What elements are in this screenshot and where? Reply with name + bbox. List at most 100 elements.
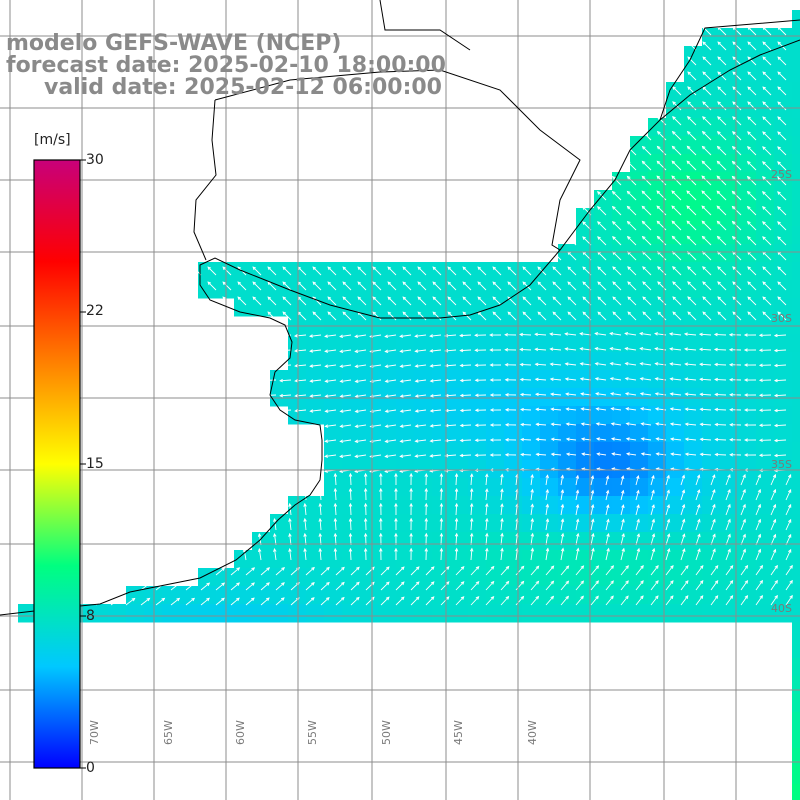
wind-arrow-shaft <box>485 548 488 561</box>
wind-arrow <box>454 487 459 501</box>
wind-arrow-shaft <box>702 41 712 51</box>
wind-arrow-shaft <box>297 266 307 276</box>
wind-arrow-head <box>762 206 766 210</box>
wind-arrow <box>414 334 427 338</box>
wind-arrow-shaft <box>596 408 607 411</box>
wind-cell <box>360 586 379 605</box>
wind-arrow-head <box>565 392 569 396</box>
wind-arrow <box>354 394 367 398</box>
wind-arrow-head <box>762 41 767 46</box>
wind-arrow <box>580 437 592 441</box>
wind-arrow-shaft <box>672 71 682 81</box>
wind-arrow-shaft <box>641 175 652 186</box>
wind-arrow-head <box>656 175 661 180</box>
wind-arrow-head <box>702 71 707 76</box>
wind-arrow-shaft <box>747 266 757 276</box>
wind-arrow <box>609 347 622 351</box>
wind-arrow-head <box>567 266 572 271</box>
wind-arrow-head <box>762 86 767 91</box>
wind-arrow <box>520 452 532 457</box>
wind-cell <box>378 280 397 299</box>
wind-arrow-head <box>624 347 629 351</box>
wind-arrow-shaft <box>357 311 367 321</box>
wind-cell <box>594 352 613 371</box>
wind-arrow-head <box>341 566 345 571</box>
wind-arrow-head <box>459 333 464 338</box>
wind-arrow-shaft <box>445 334 457 337</box>
wind-arrow-head <box>636 533 641 538</box>
wind-cell <box>774 154 793 173</box>
wind-cell <box>396 316 415 335</box>
wind-cell <box>486 352 505 371</box>
wind-arrow-shaft <box>320 582 330 591</box>
wind-arrow-head <box>611 220 616 225</box>
wind-arrow-shaft <box>282 311 292 321</box>
wind-arrow <box>485 502 489 516</box>
wind-arrow <box>267 281 277 291</box>
wind-arrow-shaft <box>515 566 525 576</box>
wind-arrow-shaft <box>686 205 697 216</box>
wind-cell <box>666 226 685 245</box>
wind-arrow-shaft <box>507 311 517 321</box>
lon-label-50w: 50W <box>380 720 393 745</box>
wind-arrow-shaft <box>715 378 727 381</box>
wind-arrow-head <box>534 347 539 352</box>
wind-arrow-shaft <box>590 548 594 561</box>
wind-arrow <box>363 517 368 531</box>
wind-arrow <box>762 281 772 291</box>
wind-arrow <box>409 472 413 486</box>
wind-cell <box>396 532 415 551</box>
wind-arrow-head <box>580 392 585 396</box>
wind-arrow-head <box>342 311 347 316</box>
wind-arrow <box>626 205 637 216</box>
wind-arrow-head <box>684 377 689 381</box>
wind-arrow-shaft <box>777 41 787 51</box>
wind-arrow-shaft <box>597 221 607 231</box>
wind-cell <box>234 604 253 623</box>
wind-arrow-head <box>348 547 353 552</box>
wind-arrow-shaft <box>400 454 412 457</box>
wind-cell <box>702 334 721 353</box>
wind-arrow <box>469 532 474 546</box>
wind-arrow-head <box>684 392 689 396</box>
wind-cell <box>684 136 703 155</box>
wind-arrow-shaft <box>200 597 210 606</box>
wind-arrow-head <box>747 41 752 46</box>
wind-arrow-head <box>339 349 344 353</box>
wind-arrow-head <box>624 362 629 366</box>
wind-arrow-shaft <box>777 146 787 156</box>
colorbar-bar <box>33 159 81 769</box>
wind-cell <box>720 532 739 551</box>
wind-arrow <box>624 392 637 396</box>
wind-arrow-head <box>432 281 437 286</box>
wind-arrow-shaft <box>625 332 637 336</box>
wind-arrow-shaft <box>545 489 549 501</box>
wind-arrow-shaft <box>365 566 375 576</box>
wind-cell <box>666 280 685 299</box>
wind-arrow-head <box>702 266 706 270</box>
wind-arrow <box>758 393 772 398</box>
wind-arrow-shaft <box>732 101 742 111</box>
wind-cell <box>684 586 703 605</box>
wind-arrow-shaft <box>700 423 712 426</box>
wind-cell <box>666 82 685 101</box>
wind-arrow <box>459 363 472 368</box>
wind-arrow <box>716 160 727 171</box>
wind-cell <box>342 262 361 281</box>
wind-arrow-head <box>530 473 534 478</box>
wind-arrow <box>402 296 412 306</box>
wind-arrow-shaft <box>640 378 652 381</box>
wind-arrow-head <box>549 332 554 336</box>
wind-arrow-shaft <box>447 251 457 261</box>
wind-arrow <box>773 438 787 443</box>
wind-arrow-shaft <box>462 296 472 306</box>
wind-arrow-shaft <box>155 582 165 591</box>
wind-cell <box>252 298 271 317</box>
wind-arrow <box>575 580 585 591</box>
wind-arrow-shaft <box>627 161 637 171</box>
wind-arrow-head <box>656 220 661 225</box>
wind-arrow-head <box>762 116 766 120</box>
wind-cell <box>576 388 595 407</box>
wind-cell <box>414 280 433 299</box>
wind-arrow-shaft <box>777 86 787 96</box>
